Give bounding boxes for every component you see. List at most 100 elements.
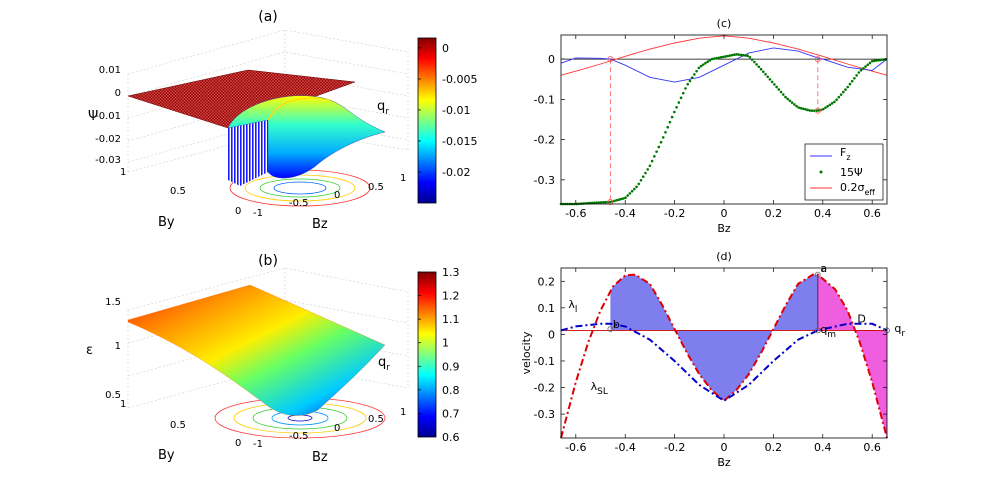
annotation-label-main: q [820,323,827,336]
annotation-label-main: λ [591,380,598,393]
series-15psi-point [735,53,738,56]
series-15psi-point [630,189,634,193]
colorbar-tick-label: -0.01 [442,104,470,117]
series-15psi-point [826,104,830,108]
x-tick-label: -0.2 [664,207,685,220]
panel-b-title: (b) [258,253,278,269]
series-15psi-point [833,100,836,104]
annotation-label-sub: m [827,330,836,340]
series-15psi-point [788,99,792,103]
chart-title: (c) [717,17,732,30]
series-15psi-point [757,65,761,69]
series-15psi-point [693,73,696,76]
series-15psi-point [688,79,692,83]
chart-title: (d) [716,250,732,263]
x-tick-label: 0.6 [863,207,881,220]
x-tick-label: -0.4 [614,441,635,454]
by-tick: 0 [235,438,241,449]
series-15psi-point [695,69,698,73]
panel-a-surface-psi: (a) 0.01 0 -0.01 -0.02 -0.03 Ψ 1 0.5 0 [88,9,477,232]
panel-b-bz-label: Bz [312,450,328,465]
panel-b-annotation: qr [378,355,390,373]
legend-box [804,143,884,201]
marked-point [814,271,821,278]
series-15psi-point [628,192,632,195]
series-15psi-point [635,185,638,189]
colorbar-tick-label: 0.6 [442,431,460,444]
annotation-label: λl [568,298,577,315]
series-15psi-point [639,178,643,182]
fill-region-magenta [817,274,887,438]
panel-a-colorbar-frame [417,37,437,204]
series-15psi-point [830,102,834,105]
series-15psi-point [637,182,641,186]
panel-b-z-ticks: 1.5 1 0.5 [105,297,121,401]
z-tick: -0.01 [95,111,121,122]
legend-label-fz-main: F [840,146,846,159]
z-tick: 0.01 [99,65,121,76]
panel-a-z-ticks: 0.01 0 -0.01 -0.02 -0.03 [95,65,121,166]
panel-b-colorbar-frame [417,271,437,438]
x-axis-label: Bz [717,222,731,235]
series-15psi-point [710,57,714,61]
by-tick: 0 [235,206,241,217]
series-15psi-point [633,187,636,191]
series-lambda-sl [560,273,888,439]
series-15psi-point [657,145,661,149]
series-15psi-point [770,80,774,84]
by-tick: 0.5 [170,420,186,431]
series-15psi-point [728,54,732,57]
series-15psi-point [744,54,747,57]
annotation-label-main: q [894,322,901,335]
series-15psi-point [773,83,776,86]
bz-tick: 0.5 [368,182,384,193]
series-15psi-point [821,107,825,111]
series-15psi-point [806,108,810,112]
colorbar-tick-label: 1 [442,337,449,350]
series-15psi-point [704,61,707,65]
series-15psi-point [848,82,852,86]
panel-a-bowl-rim [267,97,331,121]
series-15psi-point [666,125,669,129]
series-15psi-point [701,63,705,66]
series-15psi-point [797,106,801,109]
series-15psi-point [868,61,872,65]
panel-b-colorbar-ticks: 1.3 1.2 1.1 1 0.9 0.8 0.7 0.6 [418,266,460,444]
series-15psi-point [846,85,850,89]
series-15psi-point [793,103,796,106]
z-tick: 0.5 [105,390,121,401]
series-15psi-point [590,201,594,205]
series-15psi-point [670,115,674,119]
series-15psi-point [706,60,709,64]
bz-tick: 0 [334,190,340,201]
z-tick: 1.5 [105,297,121,308]
panel-a-by-label: By [158,215,175,230]
annotation-label-main: D [857,312,865,325]
series-15psi-point [708,58,712,62]
panel-b-by-label: By [158,448,175,463]
annotation-sub: r [386,363,390,373]
series-15psi-point [717,56,721,60]
series-15psi-point [777,88,781,91]
legend-swatch-psi [819,170,823,174]
colorbar-tick-label: -0.015 [442,135,477,148]
series-15psi-point [724,55,727,58]
series-15psi-point [855,74,858,77]
series-15psi-point [768,78,772,81]
y-tick-label: 0 [548,53,555,66]
x-tick-label: -0.6 [565,207,586,220]
series-15psi-point [615,199,618,202]
colorbar-tick-label: 1.1 [442,313,460,326]
by-tick: 0.5 [170,186,186,197]
marked-point [814,56,821,63]
y-tick-label: -0.3 [534,408,555,421]
bz-tick: 1 [400,173,406,184]
series-15psi-point [804,108,807,111]
panel-a-flat-sheet [127,69,356,129]
bz-tick: -0.5 [289,198,309,209]
annotation-label-sub: l [575,305,578,315]
series-15psi-point [621,197,625,200]
legend-label-fz-sub: z [846,153,850,162]
annotation-label: a [820,262,827,275]
panel-b-z-label: ε [86,343,93,358]
